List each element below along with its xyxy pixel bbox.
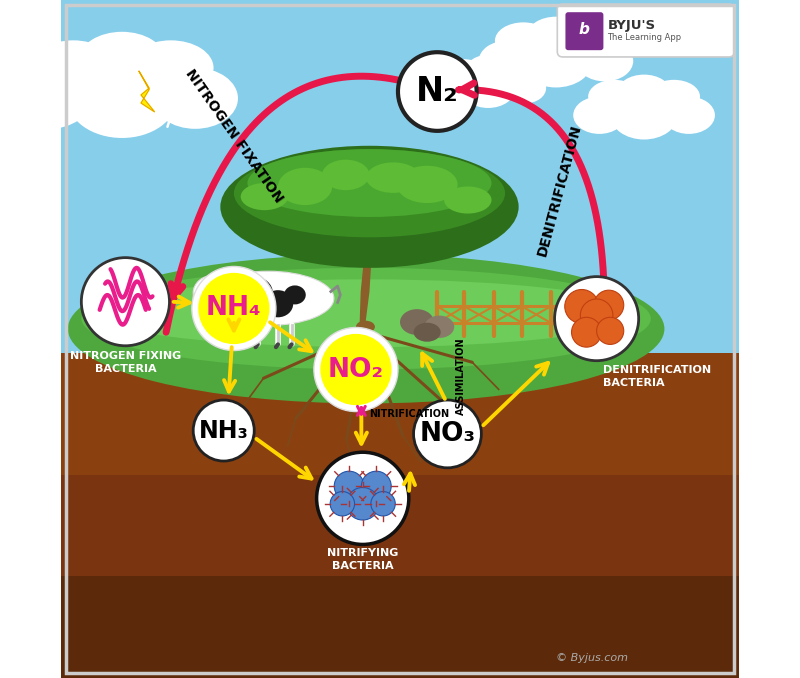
Ellipse shape <box>67 59 177 138</box>
Text: b: b <box>579 22 590 37</box>
Circle shape <box>322 336 390 403</box>
Circle shape <box>371 492 395 516</box>
FancyBboxPatch shape <box>566 12 603 50</box>
Ellipse shape <box>193 290 210 304</box>
Text: BYJU'S: BYJU'S <box>607 18 655 32</box>
Circle shape <box>200 275 268 342</box>
FancyBboxPatch shape <box>558 4 734 57</box>
Circle shape <box>580 299 613 332</box>
Ellipse shape <box>6 68 91 129</box>
Ellipse shape <box>284 285 306 304</box>
Ellipse shape <box>560 22 617 59</box>
Text: DENITRIFICATION
BACTERIA: DENITRIFICATION BACTERIA <box>603 365 711 388</box>
Ellipse shape <box>610 91 678 140</box>
Ellipse shape <box>68 254 665 403</box>
Ellipse shape <box>397 165 458 203</box>
Ellipse shape <box>414 323 441 342</box>
Ellipse shape <box>618 75 670 108</box>
Ellipse shape <box>194 275 234 311</box>
Bar <box>61 353 739 678</box>
Ellipse shape <box>220 146 518 268</box>
Circle shape <box>334 471 364 501</box>
Polygon shape <box>359 231 371 332</box>
Ellipse shape <box>588 80 640 113</box>
Ellipse shape <box>662 97 715 134</box>
Ellipse shape <box>430 73 473 103</box>
Ellipse shape <box>425 315 454 338</box>
Ellipse shape <box>247 149 491 217</box>
Text: NH₃: NH₃ <box>199 418 249 443</box>
Ellipse shape <box>574 97 626 134</box>
Ellipse shape <box>262 290 294 317</box>
Text: DENITRIFICATION: DENITRIFICATION <box>535 122 584 258</box>
Text: NITROGEN FIXING
BACTERIA: NITROGEN FIXING BACTERIA <box>70 351 181 374</box>
Ellipse shape <box>82 268 651 370</box>
Ellipse shape <box>527 17 585 54</box>
Ellipse shape <box>503 73 546 103</box>
Circle shape <box>571 317 602 347</box>
Text: NH₄: NH₄ <box>206 296 262 321</box>
Ellipse shape <box>491 59 534 87</box>
Ellipse shape <box>495 22 552 59</box>
Ellipse shape <box>226 292 251 314</box>
Circle shape <box>208 300 219 311</box>
Circle shape <box>317 452 409 544</box>
Ellipse shape <box>576 41 634 81</box>
Circle shape <box>82 258 170 346</box>
Ellipse shape <box>198 278 224 300</box>
Circle shape <box>597 317 624 344</box>
Circle shape <box>192 266 276 351</box>
Text: N₂: N₂ <box>416 75 458 108</box>
Circle shape <box>362 471 391 501</box>
Text: NO₂: NO₂ <box>328 357 384 382</box>
Bar <box>61 475 739 678</box>
Circle shape <box>414 400 482 468</box>
Circle shape <box>594 290 624 320</box>
Ellipse shape <box>79 32 165 87</box>
Ellipse shape <box>322 159 370 190</box>
Ellipse shape <box>95 279 638 347</box>
Ellipse shape <box>128 41 214 95</box>
Ellipse shape <box>234 149 505 237</box>
Ellipse shape <box>444 186 491 214</box>
Ellipse shape <box>202 271 334 325</box>
Ellipse shape <box>478 41 536 81</box>
Ellipse shape <box>153 68 238 129</box>
Text: The Learning App: The Learning App <box>607 33 682 42</box>
Circle shape <box>314 327 398 412</box>
Text: ASSIMILATION: ASSIMILATION <box>456 338 466 415</box>
Circle shape <box>554 277 638 361</box>
Ellipse shape <box>519 35 593 87</box>
Circle shape <box>398 52 477 131</box>
Text: NO₃: NO₃ <box>419 421 475 447</box>
Ellipse shape <box>30 41 116 95</box>
Ellipse shape <box>356 321 375 333</box>
Ellipse shape <box>235 277 273 309</box>
Ellipse shape <box>648 80 700 113</box>
Text: © Byjus.com: © Byjus.com <box>556 653 628 663</box>
Circle shape <box>194 400 254 461</box>
Ellipse shape <box>278 168 332 205</box>
Polygon shape <box>139 71 154 112</box>
Ellipse shape <box>442 59 485 87</box>
Circle shape <box>565 290 598 323</box>
Text: NITRIFYING
BACTERIA: NITRIFYING BACTERIA <box>327 548 398 571</box>
Text: NITROGEN FIXATION: NITROGEN FIXATION <box>182 66 286 205</box>
Circle shape <box>346 487 379 520</box>
Ellipse shape <box>241 183 288 210</box>
Ellipse shape <box>214 278 227 286</box>
Text: NITRIFICATION: NITRIFICATION <box>370 409 450 418</box>
Ellipse shape <box>461 68 515 108</box>
Circle shape <box>330 492 354 516</box>
Ellipse shape <box>466 55 510 82</box>
Bar <box>61 576 739 678</box>
Ellipse shape <box>366 162 420 193</box>
Ellipse shape <box>400 309 434 335</box>
